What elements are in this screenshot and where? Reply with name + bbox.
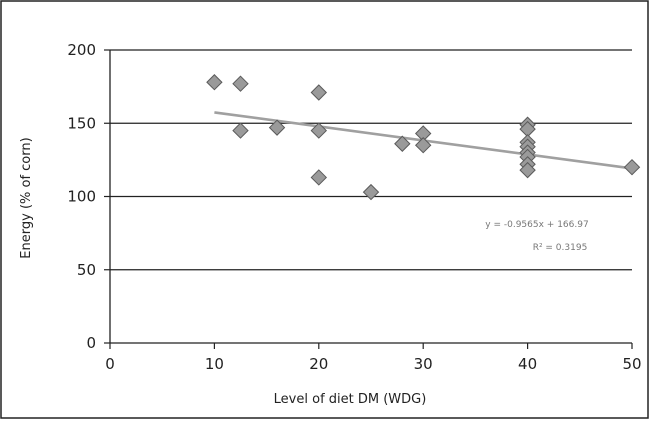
x-tick-label-50: 50 <box>622 355 641 373</box>
data-point-20 <box>623 158 641 176</box>
x-tick-label-10: 10 <box>205 355 224 373</box>
x-tick-label-0: 0 <box>105 355 115 373</box>
trendline-equation: y = -0.9565x + 166.97 <box>485 220 588 230</box>
data-point-8 <box>362 183 380 201</box>
y-tick-labels: 0 50 100 150 200 <box>67 41 96 352</box>
x-tick-label-40: 40 <box>518 355 537 373</box>
y-tick-label-200: 200 <box>67 41 96 59</box>
y-tick-label-0: 0 <box>86 334 96 352</box>
y-axis-title: Energy (% of corn) <box>19 137 34 258</box>
x-tick-label-30: 30 <box>414 355 433 373</box>
data-point-19 <box>519 161 536 179</box>
data-point-4 <box>268 119 286 136</box>
r-squared-label: R² = 0.3195 <box>533 243 588 253</box>
data-point-6 <box>310 122 328 139</box>
x-tick-labels: 0 10 20 30 40 50 <box>105 355 641 373</box>
data-point-11 <box>414 137 432 154</box>
data-point-9 <box>394 135 411 152</box>
y-tick-label-150: 150 <box>67 114 96 132</box>
data-point-2 <box>232 75 249 92</box>
data-point-3 <box>232 122 249 139</box>
data-point-7 <box>310 169 328 186</box>
y-tick-label-100: 100 <box>67 188 96 206</box>
data-points <box>206 74 641 201</box>
data-point-1 <box>206 74 223 91</box>
y-tick-label-50: 50 <box>77 261 96 279</box>
x-axis-title: Level of diet DM (WDG) <box>274 392 427 407</box>
data-point-5 <box>310 84 328 101</box>
axes <box>104 49 633 349</box>
x-tick-label-20: 20 <box>309 355 328 373</box>
